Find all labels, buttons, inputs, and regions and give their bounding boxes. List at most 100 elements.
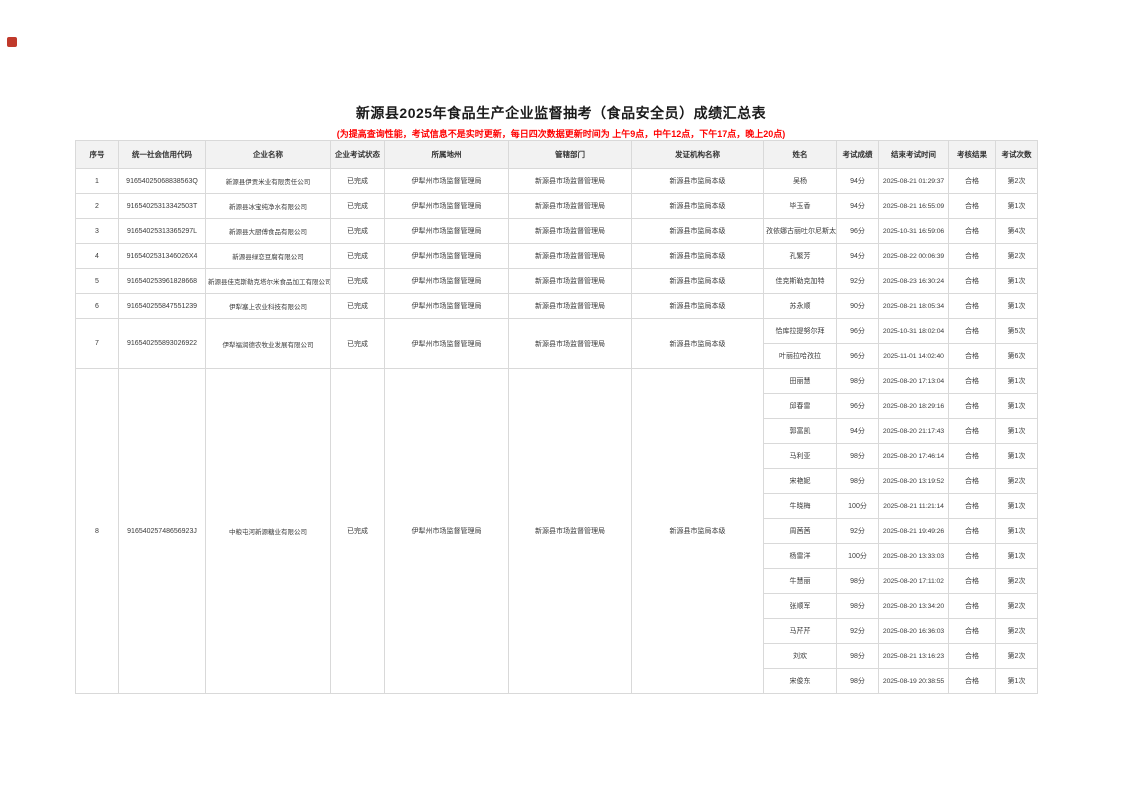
red-marker-icon xyxy=(7,37,17,47)
cell-score: 98分 xyxy=(836,368,879,394)
cell-attempt: 第2次 xyxy=(995,643,1038,669)
cell-score: 100分 xyxy=(836,543,879,569)
cell-seq: 7 xyxy=(75,318,119,369)
cell-attempt: 第1次 xyxy=(995,268,1038,294)
cell-score: 94分 xyxy=(836,243,879,269)
cell-result: 合格 xyxy=(948,218,996,244)
cell-result: 合格 xyxy=(948,243,996,269)
cell-department: 新源县市场监督管理局 xyxy=(508,318,632,369)
cell-attempt: 第1次 xyxy=(995,418,1038,444)
cell-name: 郭富凯 xyxy=(763,418,837,444)
table-row: 邱春雷 96分 2025-08-20 18:29:16 合格 第1次 xyxy=(76,393,1038,419)
cell-end-time: 2025-08-22 00:06:39 xyxy=(878,243,949,269)
cell-score: 96分 xyxy=(836,393,879,419)
column-header: 企业考试状态 xyxy=(330,140,385,169)
cell-issuer: 新源县市监局本级 xyxy=(631,293,764,319)
cell-score: 92分 xyxy=(836,518,879,544)
cell-end-time: 2025-08-20 17:11:02 xyxy=(878,568,949,594)
cell-end-time: 2025-08-20 17:46:14 xyxy=(878,443,949,469)
cell-credit-code: 91654025068838563Q xyxy=(118,168,206,194)
table-row: 8 91654025748656923J 中粮屯河新源糖业有限公司 已完成 伊犁州市场监… xyxy=(75,368,1038,694)
cell-attempt: 第4次 xyxy=(995,218,1038,244)
column-header: 所属地州 xyxy=(384,140,509,169)
cell-prefecture: 伊犁州市场监督管理局 xyxy=(384,243,509,269)
table-row: 杨雷洋 100分 2025-08-20 13:33:03 合格 第1次 xyxy=(76,543,1038,569)
cell-end-time: 2025-11-01 14:02:40 xyxy=(878,343,949,369)
cell-credit-code: 916540255847551239 xyxy=(118,293,206,319)
cell-score: 90分 xyxy=(836,293,879,319)
cell-seq: 1 xyxy=(75,168,119,194)
cell-name: 孜依娜古丽吐尔尼斯太 xyxy=(763,218,837,244)
table-row: 7 916540255893026922 伊犁福润德农牧业发展有限公司 已完成 伊犁州市… xyxy=(75,318,1038,369)
cell-prefecture: 伊犁州市场监督管理局 xyxy=(384,193,509,219)
cell-exam-status: 已完成 xyxy=(330,193,385,219)
cell-result: 合格 xyxy=(948,468,996,494)
cell-exam-status: 已完成 xyxy=(330,268,385,294)
cell-seq: 3 xyxy=(75,218,119,244)
cell-score: 98分 xyxy=(836,643,879,669)
cell-result: 合格 xyxy=(948,318,996,344)
table-row: 宋俊东 98分 2025-08-19 20:38:55 合格 第1次 xyxy=(76,668,1038,694)
cell-score: 92分 xyxy=(836,618,879,644)
cell-score: 98分 xyxy=(836,668,879,694)
table-body: 1 91654025068838563Q 新源县伊贡米业有限责任公司 已完成 伊犁州市场… xyxy=(75,168,1038,694)
cell-end-time: 2025-08-21 16:55:09 xyxy=(878,193,949,219)
cell-end-time: 2025-08-20 18:29:16 xyxy=(878,393,949,419)
column-header: 结束考试时间 xyxy=(878,140,949,169)
cell-name: 宋俊东 xyxy=(763,668,837,694)
cell-score: 94分 xyxy=(836,418,879,444)
cell-end-time: 2025-08-20 13:34:20 xyxy=(878,593,949,619)
cell-end-time: 2025-08-20 21:17:43 xyxy=(878,418,949,444)
cell-name: 佳克斯勒克加特 xyxy=(763,268,837,294)
cell-name: 恰库拉提努尔拜 xyxy=(763,318,837,344)
table-row: 叶丽拉哈孜拉 96分 2025-11-01 14:02:40 合格 第6次 xyxy=(76,343,1038,369)
table-row: 牛晓梅 100分 2025-08-21 11:21:14 合格 第1次 xyxy=(76,493,1038,519)
cell-seq: 8 xyxy=(75,368,119,694)
cell-exam-status: 已完成 xyxy=(330,243,385,269)
cell-name: 周茜茜 xyxy=(763,518,837,544)
cell-name: 牛晓梅 xyxy=(763,493,837,519)
table-row: 郭富凯 94分 2025-08-20 21:17:43 合格 第1次 xyxy=(76,418,1038,444)
cell-attempt: 第1次 xyxy=(995,293,1038,319)
table-row: 5 916540253961828668 新源县佳克斯勒克塔尔米食品加工有限公司 已完… xyxy=(75,268,1038,294)
cell-attempt: 第1次 xyxy=(995,393,1038,419)
cell-company: 新源县绿恋豆腐有限公司 xyxy=(205,243,331,269)
cell-issuer: 新源县市监局本级 xyxy=(631,243,764,269)
cell-credit-code: 916540255893026922 xyxy=(118,318,206,369)
cell-attempt: 第1次 xyxy=(995,518,1038,544)
cell-issuer: 新源县市监局本级 xyxy=(631,368,764,694)
cell-name: 吴杨 xyxy=(763,168,837,194)
cell-attempt: 第2次 xyxy=(995,618,1038,644)
cell-name: 张顺军 xyxy=(763,593,837,619)
cell-result: 合格 xyxy=(948,668,996,694)
cell-attempt: 第1次 xyxy=(995,543,1038,569)
cell-result: 合格 xyxy=(948,643,996,669)
column-header: 姓名 xyxy=(763,140,837,169)
cell-company: 伊犁福润德农牧业发展有限公司 xyxy=(205,318,331,369)
cell-end-time: 2025-10-31 18:02:04 xyxy=(878,318,949,344)
cell-name: 田丽慧 xyxy=(763,368,837,394)
column-header: 管辖部门 xyxy=(508,140,632,169)
column-header: 考试次数 xyxy=(995,140,1038,169)
cell-prefecture: 伊犁州市场监督管理局 xyxy=(384,268,509,294)
cell-exam-status: 已完成 xyxy=(330,168,385,194)
column-header: 序号 xyxy=(75,140,119,169)
cell-credit-code: 91654025313342503T xyxy=(118,193,206,219)
cell-result: 合格 xyxy=(948,593,996,619)
cell-department: 新源县市场监督管理局 xyxy=(508,268,632,294)
cell-attempt: 第1次 xyxy=(995,668,1038,694)
cell-name: 马利亚 xyxy=(763,443,837,469)
cell-attempt: 第2次 xyxy=(995,243,1038,269)
cell-score: 96分 xyxy=(836,218,879,244)
cell-end-time: 2025-08-20 13:19:52 xyxy=(878,468,949,494)
cell-name: 邱春雷 xyxy=(763,393,837,419)
table-row: 3 91654025313365297L 新源县大厨傅食品有限公司 已完成 伊犁州市场监… xyxy=(75,218,1038,244)
cell-score: 98分 xyxy=(836,593,879,619)
cell-prefecture: 伊犁州市场监督管理局 xyxy=(384,218,509,244)
cell-attempt: 第5次 xyxy=(995,318,1038,344)
cell-score: 94分 xyxy=(836,168,879,194)
results-table-container: 序号 统一社会信用代码 企业名称 企业考试状态 所属地州 管辖部门 发证机构名称 姓名 考试成绩… xyxy=(75,140,1038,694)
table-row: 张顺军 98分 2025-08-20 13:34:20 合格 第2次 xyxy=(76,593,1038,619)
cell-issuer: 新源县市监局本级 xyxy=(631,218,764,244)
column-header: 考试成绩 xyxy=(836,140,879,169)
